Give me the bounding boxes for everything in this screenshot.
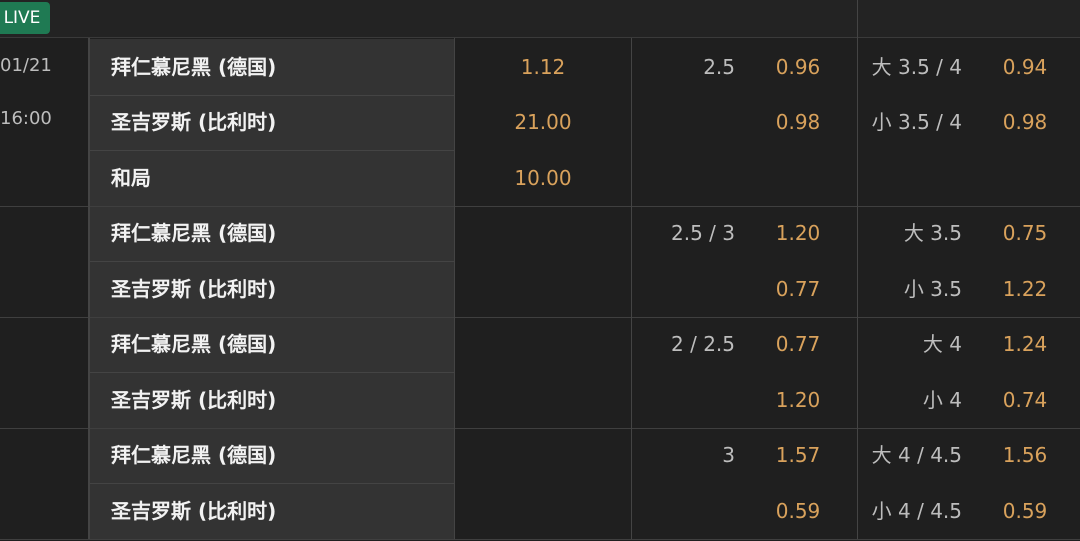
- total-line: 小 4: [922, 387, 962, 412]
- handicap-odds[interactable]: 0.77: [775, 276, 821, 301]
- team-name: 和局: [111, 165, 151, 190]
- team-column-border: [88, 38, 90, 539]
- team-column: [88, 39, 454, 206]
- match-date: 01/21: [0, 55, 52, 76]
- row-divider: [88, 483, 454, 484]
- header-bar: [0, 0, 1080, 38]
- total-odds[interactable]: 0.74: [1002, 387, 1048, 412]
- column-divider: [454, 38, 455, 539]
- handicap-odds[interactable]: 1.57: [775, 443, 821, 468]
- total-odds[interactable]: 1.56: [1002, 443, 1048, 468]
- odds[interactable]: 21.00: [514, 110, 572, 135]
- handicap-line: 2 / 2.5: [671, 332, 735, 357]
- column-divider: [631, 38, 632, 539]
- total-odds[interactable]: 0.59: [1002, 498, 1048, 523]
- handicap-odds[interactable]: 0.59: [775, 498, 821, 523]
- total-odds[interactable]: 0.75: [1002, 221, 1048, 246]
- team-name: 圣吉罗斯 (比利时): [111, 276, 277, 301]
- total-line: 大 3.5: [903, 221, 962, 246]
- handicap-line: 2.5 / 3: [671, 221, 735, 246]
- total-odds[interactable]: 1.24: [1002, 332, 1048, 357]
- live-badge[interactable]: LIVE: [0, 2, 50, 34]
- row-divider: [88, 150, 454, 151]
- total-line: 大 3.5 / 4: [871, 54, 962, 79]
- group-divider: [0, 538, 1080, 540]
- handicap-odds[interactable]: 1.20: [775, 387, 821, 412]
- odds[interactable]: 1.12: [520, 54, 566, 79]
- total-odds[interactable]: 1.22: [1002, 276, 1048, 301]
- column-divider: [857, 0, 858, 539]
- match-time: 16:00: [0, 108, 52, 129]
- total-line: 小 4 / 4.5: [871, 498, 962, 523]
- team-name: 圣吉罗斯 (比利时): [111, 387, 277, 412]
- total-line: 大 4 / 4.5: [871, 443, 962, 468]
- row-divider: [88, 372, 454, 373]
- group-divider: [0, 316, 1080, 318]
- team-name: 圣吉罗斯 (比利时): [111, 498, 277, 523]
- total-line: 大 4: [922, 332, 962, 357]
- total-line: 小 3.5: [903, 276, 962, 301]
- team-name: 圣吉罗斯 (比利时): [111, 110, 277, 135]
- odds[interactable]: 10.00: [514, 165, 572, 190]
- group-divider: [0, 205, 1080, 207]
- handicap-line: 2.5: [703, 54, 735, 79]
- group-divider: [0, 427, 1080, 429]
- team-name: 拜仁慕尼黑 (德国): [111, 332, 277, 357]
- row-divider: [88, 94, 454, 96]
- team-name: 拜仁慕尼黑 (德国): [111, 443, 277, 468]
- total-odds[interactable]: 0.94: [1002, 54, 1048, 79]
- handicap-line: 3: [722, 443, 735, 468]
- total-line: 小 3.5 / 4: [871, 110, 962, 135]
- total-odds[interactable]: 0.98: [1002, 110, 1048, 135]
- team-name: 拜仁慕尼黑 (德国): [111, 54, 277, 79]
- handicap-odds[interactable]: 0.96: [775, 54, 821, 79]
- handicap-odds[interactable]: 1.20: [775, 221, 821, 246]
- team-name: 拜仁慕尼黑 (德国): [111, 221, 277, 246]
- row-divider: [88, 261, 454, 262]
- handicap-odds[interactable]: 0.98: [775, 110, 821, 135]
- handicap-odds[interactable]: 0.77: [775, 332, 821, 357]
